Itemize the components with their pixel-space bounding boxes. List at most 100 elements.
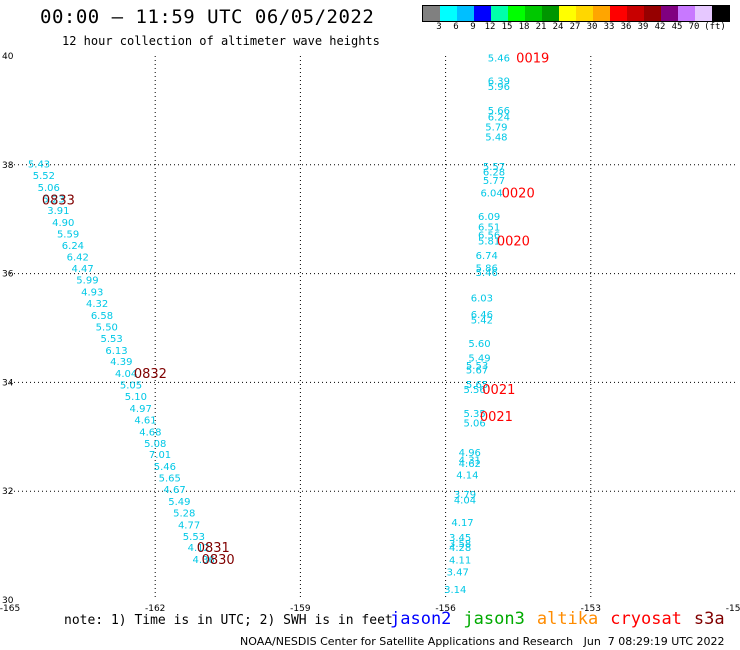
wave-height-value: 5.49 — [168, 497, 190, 508]
legend-altika: altika — [536, 609, 599, 629]
wave-height-value: 6.39 — [488, 76, 510, 87]
wave-height-value: 5.66 — [488, 106, 510, 117]
wave-height-value: 4.68 — [139, 427, 161, 438]
color-swatch — [576, 6, 593, 21]
wave-height-value: 4.77 — [178, 520, 200, 531]
wave-height-value: 4.47 — [71, 264, 93, 275]
pass-time-label: 0019 — [516, 52, 549, 67]
legend-jason2: jason2 — [390, 609, 452, 629]
pass-time-label: 0021 — [482, 383, 515, 398]
color-swatch — [661, 6, 678, 21]
wave-height-value: 4.04 — [115, 369, 137, 380]
wave-height-value: 3.14 — [444, 585, 466, 596]
wave-height-value: 4.31 — [459, 456, 481, 467]
wave-height-value: 5.49 — [468, 353, 490, 364]
color-scale-label: 15 — [501, 22, 513, 32]
color-scale-label: (ft) — [704, 22, 726, 32]
wave-height-value: 4.96 — [459, 448, 481, 459]
wave-height-value: 6.03 — [471, 294, 493, 305]
pass-time-label: 0021 — [480, 410, 513, 425]
color-scale-label: 39 — [637, 22, 649, 32]
footer-credit: NOAA/NESDIS Center for Satellite Applica… — [240, 635, 725, 648]
wave-height-value: 5.06 — [464, 419, 486, 430]
color-swatch — [644, 6, 661, 21]
wave-height-value: 4.90 — [52, 218, 74, 229]
wave-height-value: 4.36 — [192, 555, 214, 566]
wave-height-value: 4.14 — [456, 470, 478, 481]
wave-height-value: 3.91 — [47, 206, 69, 217]
color-scale-label: 33 — [603, 22, 615, 32]
wave-height-value: 6.74 — [476, 251, 498, 262]
wave-height-value: 4.12 — [188, 543, 210, 554]
x-tick-label: -162 — [145, 604, 165, 614]
wave-height-value: 4.17 — [451, 518, 473, 529]
x-tick-label: -150 — [726, 604, 740, 614]
wave-height-value: 5.35 — [464, 409, 486, 420]
wave-height-value: 5.50 — [96, 322, 118, 333]
y-tick-label: 32 — [2, 487, 13, 497]
wave-height-value: 5.86 — [476, 264, 498, 275]
color-swatch — [712, 6, 729, 21]
wave-height-value: 3.45 — [449, 533, 471, 544]
chart-subtitle: 12 hour collection of altimeter wave hei… — [62, 34, 380, 48]
wave-height-value: 6.09 — [478, 212, 500, 223]
wave-height-value: 5.23 — [42, 195, 64, 206]
wave-height-value: 5.46 — [154, 462, 176, 473]
pass-time-label: 0831 — [197, 541, 230, 556]
wave-height-value: 6.24 — [62, 241, 84, 252]
wave-height-value: 5.05 — [120, 381, 142, 392]
footer-note: note: 1) Time is in UTC; 2) SWH is in fe… — [64, 613, 393, 628]
wave-height-value: 6.28 — [483, 167, 505, 178]
wave-height-value: 4.62 — [459, 459, 481, 470]
wave-height-value: 4.32 — [86, 299, 108, 310]
wave-height-value: 5.48 — [485, 133, 507, 144]
wave-height-value: 5.65 — [159, 474, 181, 485]
wave-height-value: 5.77 — [483, 176, 505, 187]
wave-height-value: 4.97 — [130, 404, 152, 415]
color-scale-label: 42 — [654, 22, 666, 32]
wave-height-value: 6.46 — [471, 310, 493, 321]
color-swatch — [525, 6, 542, 21]
wave-height-value: 5.42 — [471, 315, 493, 326]
color-swatch — [508, 6, 525, 21]
x-tick-label: -156 — [435, 604, 456, 614]
wave-height-value: 3.79 — [454, 490, 476, 501]
color-swatch — [593, 6, 610, 21]
wave-height-value: 5.53 — [466, 361, 488, 372]
color-swatch — [491, 6, 508, 21]
color-swatch — [440, 6, 457, 21]
wave-height-value: 7.01 — [149, 450, 171, 461]
wave-height-value: 4.28 — [449, 543, 471, 554]
color-scale-bar — [422, 5, 730, 22]
wave-height-value: 4.04 — [454, 495, 476, 506]
color-scale-label: 12 — [484, 22, 496, 32]
pass-time-label: 0830 — [202, 553, 235, 568]
wave-height-value: 5.28 — [173, 508, 195, 519]
wave-height-value: 5.79 — [485, 123, 507, 134]
wave-height-value: 5.65 — [466, 380, 488, 391]
y-tick-label: 30 — [2, 596, 14, 606]
wave-height-value: 4.61 — [134, 415, 156, 426]
legend-s3a: s3a — [693, 609, 725, 629]
pass-time-label: 0832 — [134, 367, 167, 382]
y-tick-label: 38 — [2, 161, 14, 171]
color-scale-label: 6 — [453, 22, 459, 32]
pass-time-label: 0020 — [502, 187, 535, 202]
wave-height-value: 5.43 — [28, 160, 50, 171]
wave-height-value: 4.11 — [449, 556, 471, 567]
wave-height-value: 3.47 — [447, 568, 469, 579]
color-scale-label: 3 — [436, 22, 442, 32]
y-tick-label: 36 — [2, 270, 14, 280]
satellite-legend: jason2 jason3 altika cryosat s3a — [390, 609, 737, 629]
wave-height-value: 5.67 — [466, 365, 488, 376]
wave-height-value: 5.08 — [144, 439, 166, 450]
wave-height-value: 4.39 — [110, 357, 132, 368]
color-swatch — [474, 6, 491, 21]
color-swatch — [423, 6, 440, 21]
wave-height-value: 5.59 — [57, 229, 79, 240]
color-swatch — [559, 6, 576, 21]
pass-time-label: 0833 — [42, 194, 75, 209]
wave-height-value: 5.10 — [125, 392, 147, 403]
color-scale-label: 24 — [552, 22, 564, 32]
wave-height-value: 5.60 — [468, 339, 490, 350]
